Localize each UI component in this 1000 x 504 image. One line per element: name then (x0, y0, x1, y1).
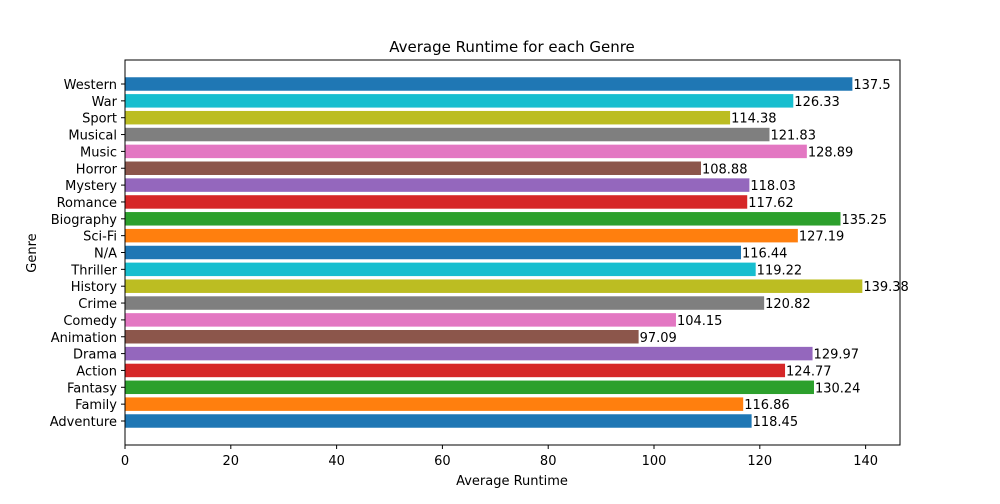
bar-war (125, 94, 794, 108)
y-axis-title: Genre (25, 233, 40, 272)
x-tick-label: 80 (540, 454, 557, 469)
value-label-music: 128.89 (808, 145, 854, 160)
bar-biography (125, 212, 841, 226)
bar-action (125, 363, 786, 378)
value-label-animation: 97.09 (640, 331, 677, 346)
bar-n-a (125, 245, 741, 260)
value-label-fantasy: 130.24 (815, 381, 861, 396)
y-tick-label-music: Music (80, 145, 117, 160)
y-tick-label-romance: Romance (57, 196, 117, 211)
value-label-action: 124.77 (786, 364, 832, 379)
x-axis: 0 20 40 60 80 100 120 140 (121, 445, 878, 469)
value-label-romance: 117.62 (748, 196, 794, 211)
value-label-musical: 121.83 (770, 129, 816, 144)
value-label-horror: 108.88 (702, 162, 748, 177)
bars-group (125, 77, 863, 428)
x-tick-label: 100 (642, 454, 667, 469)
y-tick-label-sci-fi: Sci-Fi (83, 230, 117, 245)
y-tick-label-animation: Animation (51, 331, 117, 346)
bar-music (125, 144, 807, 159)
y-tick-label-western: Western (64, 78, 117, 93)
y-tick-label-action: Action (76, 364, 117, 379)
value-label-n-a: 116.44 (742, 247, 788, 262)
value-label-adventure: 118.45 (753, 415, 799, 430)
bar-sport (125, 110, 731, 125)
bar-history (125, 279, 863, 293)
bar-fantasy (125, 380, 814, 395)
y-tick-label-thriller: Thriller (70, 263, 117, 278)
y-tick-label-musical: Musical (68, 129, 117, 144)
x-tick-label: 60 (434, 454, 451, 469)
value-label-comedy: 104.15 (677, 314, 723, 329)
value-label-sci-fi: 127.19 (799, 230, 845, 245)
value-label-crime: 120.82 (765, 297, 811, 312)
y-tick-label-biography: Biography (51, 213, 118, 228)
bar-horror (125, 161, 701, 175)
y-tick-label-comedy: Comedy (63, 314, 117, 329)
value-label-thriller: 119.22 (757, 263, 803, 278)
value-label-biography: 135.25 (841, 213, 887, 228)
y-tick-label-horror: Horror (76, 162, 118, 177)
y-tick-label-n-a: N/A (94, 247, 117, 262)
bar-family (125, 397, 744, 411)
value-label-sport: 114.38 (731, 112, 777, 127)
y-tick-label-mystery: Mystery (65, 179, 117, 194)
y-tick-label-drama: Drama (73, 348, 117, 363)
value-label-drama: 129.97 (814, 348, 860, 363)
x-tick-label: 120 (747, 454, 772, 469)
y-tick-label-sport: Sport (82, 112, 117, 127)
y-tick-label-history: History (71, 280, 118, 295)
bar-sci-fi (125, 228, 798, 243)
value-label-family: 116.86 (744, 398, 790, 413)
bar-mystery (125, 178, 750, 192)
bar-musical (125, 127, 770, 142)
x-tick-label: 0 (121, 454, 129, 469)
bar-romance (125, 195, 748, 209)
x-axis-title: Average Runtime (456, 474, 568, 489)
y-tick-label-war: War (92, 95, 118, 110)
value-label-mystery: 118.03 (750, 179, 796, 194)
bar-comedy (125, 313, 676, 327)
bar-adventure (125, 414, 752, 428)
value-label-war: 126.33 (794, 95, 840, 110)
plot-frame (124, 59, 901, 446)
bar-animation (125, 330, 639, 344)
value-label-western: 137.5 (853, 78, 890, 93)
bar-western (125, 77, 853, 91)
bar-crime (125, 296, 765, 310)
x-tick-label: 40 (328, 454, 345, 469)
x-tick-label: 20 (223, 454, 240, 469)
x-tick-label: 140 (853, 454, 878, 469)
y-tick-label-adventure: Adventure (50, 415, 117, 430)
y-tick-label-fantasy: Fantasy (67, 381, 117, 396)
bar-thriller (125, 262, 756, 277)
chart-title: Average Runtime for each Genre (389, 38, 635, 56)
bar-drama (125, 346, 813, 361)
value-label-history: 139.38 (863, 280, 909, 295)
y-tick-label-family: Family (75, 398, 117, 413)
y-tick-label-crime: Crime (78, 297, 117, 312)
